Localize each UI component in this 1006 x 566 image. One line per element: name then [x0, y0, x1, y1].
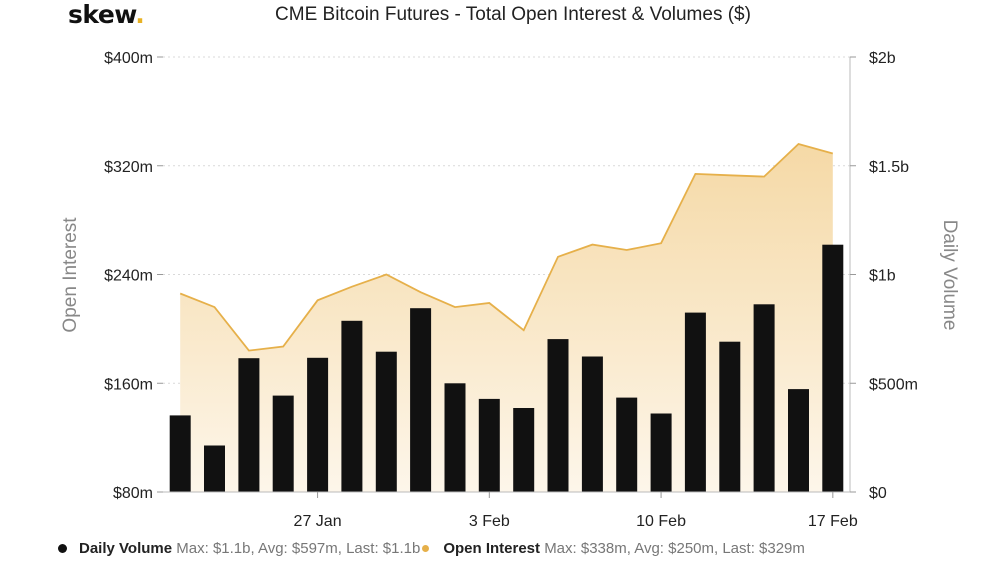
- x-tick-label: 27 Jan: [294, 513, 342, 530]
- volume-bar[interactable]: [444, 383, 466, 493]
- volume-bar[interactable]: [788, 389, 809, 492]
- volume-bar[interactable]: [478, 398, 500, 492]
- right-tick-label: $0: [869, 485, 887, 502]
- logo-text: skew: [68, 0, 136, 29]
- legend-name: Daily Volume: [79, 540, 173, 557]
- left-tick-label: $240m: [104, 268, 153, 285]
- x-tick-label: 10 Feb: [636, 513, 686, 530]
- right-axis-title: Daily Volume: [939, 220, 960, 331]
- left-tick-label: $80m: [113, 485, 153, 502]
- volume-bar[interactable]: [684, 312, 706, 492]
- x-tick-label: 3 Feb: [469, 513, 510, 530]
- skew-logo: skew.: [68, 0, 145, 29]
- right-tick-label: $500m: [869, 376, 918, 393]
- daily-volume-marker-icon: [58, 543, 67, 553]
- x-axis-ticks: 27 Jan 3 Feb 10 Feb 17 Feb: [294, 492, 858, 530]
- volume-bar[interactable]: [410, 308, 432, 492]
- left-tick-label: $400m: [104, 50, 153, 67]
- right-tick-label: $1.5b: [869, 159, 909, 176]
- chart-title: CME Bitcoin Futures - Total Open Interes…: [275, 4, 751, 25]
- volume-bar[interactable]: [719, 341, 741, 492]
- volume-bar[interactable]: [341, 320, 363, 492]
- volume-bar[interactable]: [650, 413, 672, 493]
- legend-item-daily-volume[interactable]: Daily Volume Max: $1.1b, Avg: $597m, Las…: [58, 540, 420, 557]
- volume-bar[interactable]: [375, 351, 397, 492]
- volume-bar[interactable]: [547, 339, 569, 492]
- legend-stats: Max: $1.1b, Avg: $597m, Last: $1.1b: [176, 540, 421, 557]
- open-interest-line: [179, 142, 834, 352]
- logo-dot: .: [135, 0, 145, 29]
- volume-bar[interactable]: [169, 415, 191, 492]
- left-axis-title: Open Interest: [60, 217, 81, 333]
- legend-name: Open Interest: [443, 540, 541, 557]
- daily-volume-bars: [169, 244, 844, 493]
- right-tick-label: $2b: [869, 50, 896, 67]
- volume-bar[interactable]: [513, 408, 535, 492]
- volume-bar[interactable]: [272, 395, 294, 492]
- volume-bar[interactable]: [581, 356, 603, 493]
- legend-item-open-interest[interactable]: Open Interest Max: $338m, Avg: $250m, La…: [422, 540, 805, 557]
- open-interest-marker-icon: [422, 544, 430, 552]
- legend-stats: Max: $338m, Avg: $250m, Last: $329m: [544, 540, 805, 557]
- volume-bar[interactable]: [616, 397, 638, 492]
- volume-bar[interactable]: [238, 358, 260, 492]
- volume-bar[interactable]: [822, 244, 844, 492]
- legend: Daily Volume Max: $1.1b, Avg: $597m, Las…: [58, 540, 805, 557]
- volume-bar[interactable]: [753, 304, 775, 492]
- x-tick-label: 17 Feb: [808, 513, 858, 530]
- left-axis-ticks: $80m $160m $240m $320m $400m: [104, 50, 163, 502]
- left-tick-label: $160m: [104, 376, 153, 393]
- volume-bar[interactable]: [204, 445, 225, 493]
- right-axis-ticks: $0 $500m $1b $1.5b $2b: [850, 50, 918, 502]
- right-tick-label: $1b: [869, 268, 896, 285]
- volume-bar[interactable]: [307, 357, 329, 492]
- left-tick-label: $320m: [104, 159, 153, 176]
